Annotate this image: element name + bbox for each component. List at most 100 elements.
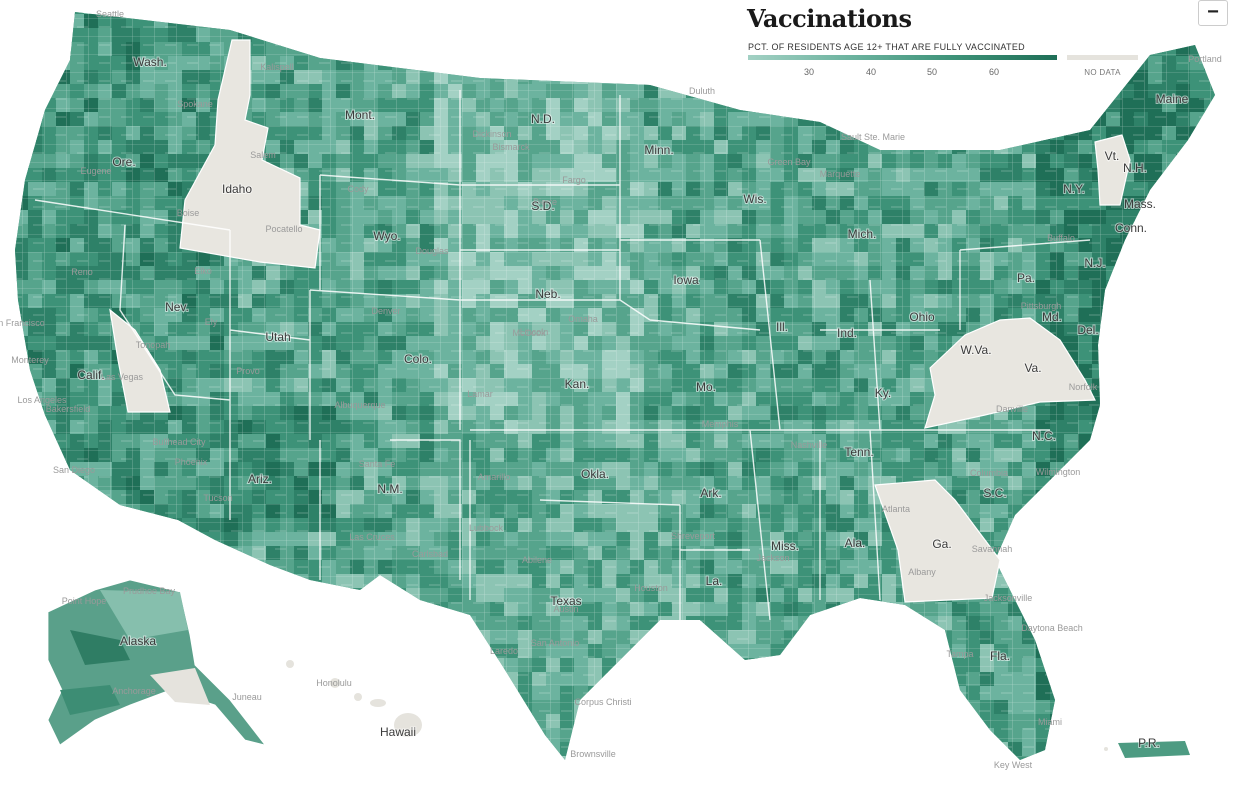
county-cell [1218, 462, 1233, 477]
county-cell [896, 84, 911, 99]
county-cell [154, 770, 169, 785]
county-cell [868, 756, 883, 760]
county-cell [28, 770, 43, 785]
county-cell [1106, 658, 1121, 673]
county-cell [28, 42, 43, 57]
county-cell [1162, 616, 1177, 631]
county-cell [1134, 28, 1149, 43]
county-cell [812, 672, 827, 687]
county-cell [826, 700, 841, 715]
county-cell [770, 686, 785, 701]
county-cell [630, 658, 645, 673]
county-cell [1204, 140, 1215, 155]
county-cell [42, 784, 57, 796]
county-cell [28, 14, 43, 29]
county-cell [672, 770, 687, 785]
county-cell [322, 42, 337, 57]
county-cell [1190, 546, 1205, 561]
county-cell [616, 728, 631, 743]
county-cell [420, 756, 435, 760]
county-cell [1022, 546, 1037, 561]
county-cell [1148, 658, 1163, 673]
county-cell [1190, 448, 1205, 463]
county-cell [714, 728, 729, 743]
county-cell [1176, 392, 1191, 407]
county-cell [588, 56, 603, 71]
county-cell [756, 686, 771, 701]
county-cell [448, 756, 463, 760]
county-cell [1204, 420, 1215, 435]
county-cell [1162, 322, 1177, 337]
county-cell [336, 630, 351, 645]
county-cell [658, 12, 673, 15]
county-cell [1176, 168, 1191, 183]
county-cell [28, 602, 43, 617]
county-cell [1120, 504, 1135, 519]
county-cell [1106, 546, 1121, 561]
county-cell [840, 770, 855, 785]
county-cell [350, 756, 365, 760]
county-cell [1218, 434, 1233, 449]
county-cell [434, 714, 449, 729]
county-cell [224, 672, 239, 687]
county-cell [644, 70, 659, 85]
county-cell [266, 742, 281, 757]
county-cell [0, 672, 15, 687]
county-cell [1050, 658, 1065, 673]
county-cell [308, 714, 323, 729]
county-cell [1218, 714, 1233, 729]
county-cell [0, 420, 15, 435]
county-cell [1190, 574, 1205, 589]
county-cell [308, 686, 323, 701]
county-cell [574, 12, 589, 15]
county-cell [854, 714, 869, 729]
county-cell [532, 42, 547, 57]
county-cell [868, 728, 883, 743]
county-cell [1092, 658, 1107, 673]
county-cell [462, 672, 477, 687]
county-cell [812, 644, 827, 659]
county-cell [966, 756, 981, 760]
county-cell [1148, 28, 1163, 43]
county-cell [616, 770, 631, 785]
county-cell [1176, 714, 1191, 729]
county-cell [714, 84, 729, 99]
county-cell [1050, 770, 1065, 785]
county-cell [756, 70, 771, 85]
county-cell [462, 742, 477, 757]
county-cell [910, 742, 925, 757]
county-cell [910, 644, 925, 659]
county-cell [560, 12, 575, 15]
county-cell [1204, 616, 1215, 631]
county-cell [1162, 588, 1177, 603]
county-cell [1078, 672, 1093, 687]
county-cell [15, 140, 29, 155]
county-cell [0, 224, 15, 239]
county-cell [392, 28, 407, 43]
county-cell [546, 12, 561, 15]
county-cell [210, 658, 225, 673]
county-cell [1190, 462, 1205, 477]
county-cell [602, 42, 617, 57]
county-cell [56, 756, 71, 760]
county-cell [84, 490, 99, 505]
county-cell [294, 700, 309, 715]
county-cell [742, 728, 757, 743]
county-cell [1190, 672, 1205, 687]
county-cell [42, 448, 57, 463]
county-cell [0, 784, 15, 796]
county-cell [1204, 434, 1215, 449]
county-cell [518, 56, 533, 71]
county-cell [1008, 560, 1023, 575]
county-cell [15, 420, 29, 435]
county-cell [420, 770, 435, 785]
county-cell [1204, 462, 1215, 477]
county-cell [1120, 770, 1135, 785]
county-cell [840, 728, 855, 743]
county-cell [406, 630, 421, 645]
county-cell [1078, 476, 1093, 491]
county-cell [938, 14, 953, 29]
county-cell [1218, 420, 1233, 435]
county-cell [1106, 588, 1121, 603]
